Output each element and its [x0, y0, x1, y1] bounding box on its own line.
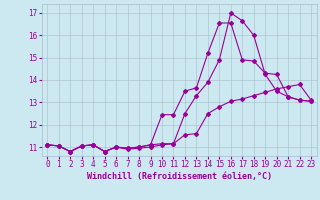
X-axis label: Windchill (Refroidissement éolien,°C): Windchill (Refroidissement éolien,°C)	[87, 172, 272, 181]
